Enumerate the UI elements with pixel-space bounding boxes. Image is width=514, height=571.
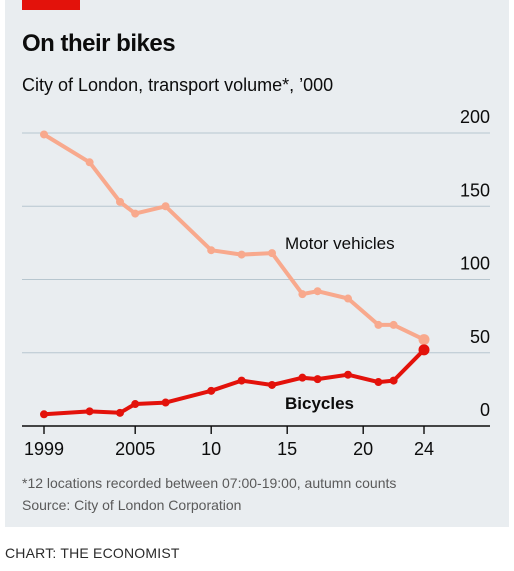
data-point-motor-2022 (389, 320, 398, 329)
data-point-bicycles-2022 (389, 376, 398, 385)
y-tick-label-100: 100 (460, 254, 490, 274)
data-point-bicycles-2024 (418, 344, 430, 356)
data-point-motor-2024 (418, 334, 430, 346)
data-point-bicycles-2002 (85, 407, 94, 416)
y-tick-label-0: 0 (480, 400, 490, 420)
data-point-motor-2002 (85, 158, 94, 167)
data-point-bicycles-2014 (268, 380, 276, 389)
data-point-motor-2012 (237, 250, 246, 259)
x-tick-label-1999: 1999 (24, 439, 64, 459)
x-axis-ticks: 1999 2005 10 15 20 24 (24, 426, 434, 459)
data-point-motor-1999 (40, 130, 48, 139)
gridlines (22, 132, 490, 427)
data-point-motor-2016 (298, 290, 307, 299)
data-point-bicycles-1999 (40, 410, 48, 419)
y-tick-label-150: 150 (460, 180, 490, 200)
data-point-motor-2019 (344, 294, 352, 303)
data-point-bicycles-2005 (131, 400, 140, 409)
footnote: *12 locations recorded between 07:00-19:… (22, 475, 397, 491)
data-point-motor-2017 (313, 287, 322, 296)
data-point-motor-2004 (116, 197, 124, 206)
data-point-motor-2010 (207, 246, 216, 255)
y-axis-ticks: 0 50 100 150 200 (460, 107, 490, 420)
data-point-motor-2007 (161, 202, 170, 211)
x-tick-label-2005: 2005 (115, 439, 155, 459)
chart-credit: CHART: THE ECONOMIST (5, 545, 180, 561)
series-line-bicycles (42, 347, 426, 417)
data-point-motor-2021 (374, 320, 383, 329)
series-label-bicycles: Bicycles (285, 394, 354, 413)
x-tick-label-2010: 10 (201, 439, 221, 459)
series-layer (40, 130, 430, 419)
y-tick-label-50: 50 (470, 327, 490, 347)
source-note: Source: City of London Corporation (22, 497, 242, 513)
data-point-bicycles-2016 (298, 373, 307, 382)
data-point-motor-2014 (268, 249, 276, 258)
data-point-bicycles-2012 (237, 376, 246, 385)
x-tick-label-2024: 24 (414, 439, 434, 459)
y-tick-label-200: 200 (460, 107, 490, 127)
data-point-motor-2005 (131, 209, 140, 218)
x-tick-label-2015: 15 (277, 439, 297, 459)
series-label-motor-vehicles: Motor vehicles (285, 234, 395, 253)
chart-subtitle: City of London, transport volume*, ’000 (22, 75, 334, 95)
chart-title: On their bikes (22, 30, 176, 57)
data-point-bicycles-2017 (313, 375, 322, 384)
x-tick-label-2020: 20 (353, 439, 373, 459)
chart-panel (5, 0, 509, 527)
brand-red-bar (22, 0, 80, 10)
data-point-bicycles-2004 (116, 408, 124, 417)
data-point-bicycles-2010 (207, 386, 216, 395)
data-point-bicycles-2019 (344, 370, 352, 379)
data-point-bicycles-2021 (374, 378, 383, 387)
data-point-bicycles-2007 (161, 398, 170, 407)
